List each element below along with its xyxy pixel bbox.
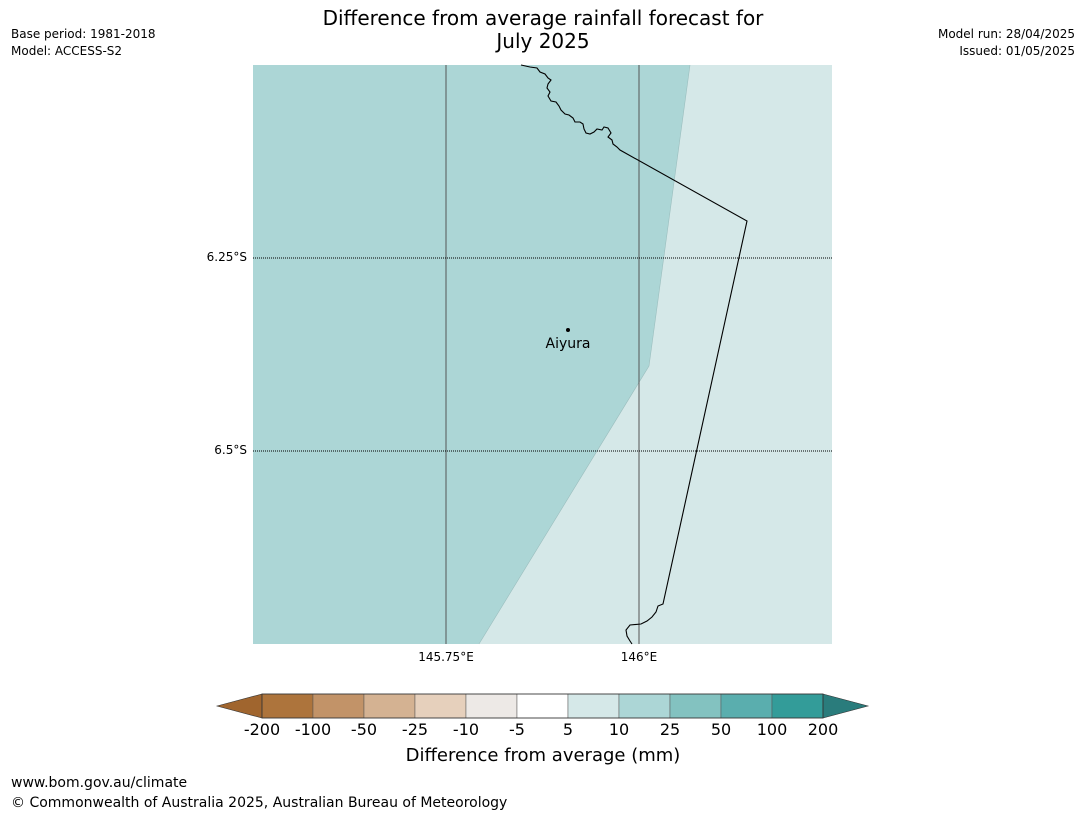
colorbar-frame xyxy=(261,693,824,719)
colorbar-tick-label: -10 xyxy=(452,720,480,739)
colorbar-bin xyxy=(669,693,722,719)
issued-text: Issued: 01/05/2025 xyxy=(959,44,1075,58)
header-right-meta: Model run: 28/04/2025 Issued: 01/05/2025 xyxy=(938,26,1075,60)
colorbar xyxy=(215,693,870,719)
colorbar-bin xyxy=(414,693,467,719)
footer-website: www.bom.gov.au/climate xyxy=(11,775,188,791)
colorbar-bin xyxy=(465,693,518,719)
colorbar-tick-label: 50 xyxy=(710,720,732,739)
colorbar-bin xyxy=(618,693,671,719)
region-10-to-25 xyxy=(253,65,690,644)
colorbar-tick-label: 25 xyxy=(659,720,681,739)
colorbar-tick-label: 100 xyxy=(756,720,788,739)
lat-label-6-5: 6.5°S xyxy=(214,443,247,457)
colorbar-tick-label: -50 xyxy=(350,720,378,739)
colorbar-tick-label: -100 xyxy=(294,720,332,739)
region-boundary-line xyxy=(478,64,691,645)
colorbar-bin xyxy=(261,693,314,719)
title-line-1: Difference from average rainfall forecas… xyxy=(322,6,764,30)
colorbar-extend-low xyxy=(215,693,263,719)
colorbar-tick-label: -25 xyxy=(401,720,429,739)
colorbar-tick-label: -5 xyxy=(509,720,525,739)
colorbar-extend-high xyxy=(822,693,870,719)
coastline xyxy=(520,64,748,645)
colorbar-bin xyxy=(771,693,824,719)
header-left-meta: Base period: 1981-2018 Model: ACCESS-S2 xyxy=(11,26,156,60)
colorbar-tick-label: 200 xyxy=(807,720,839,739)
aiyura-marker xyxy=(566,328,570,332)
colorbar-bin xyxy=(363,693,416,719)
colorbar-bin xyxy=(516,693,569,719)
colorbar-tick-label: 10 xyxy=(608,720,630,739)
colorbar-bin xyxy=(567,693,620,719)
place-label-aiyura: Aiyura xyxy=(545,336,591,352)
colorbar-bin xyxy=(720,693,773,719)
model-run-text: Model run: 28/04/2025 xyxy=(937,27,1075,41)
base-period-text: Base period: 1981-2018 xyxy=(11,27,156,41)
colorbar-tick-label: -200 xyxy=(243,720,281,739)
title-line-2: July 2025 xyxy=(496,29,590,53)
lat-label-6-25: 6.25°S xyxy=(206,250,247,264)
colorbar-title: Difference from average (mm) xyxy=(405,745,681,766)
model-text: Model: ACCESS-S2 xyxy=(11,44,123,58)
map-title: Difference from average rainfall forecas… xyxy=(243,7,843,53)
lon-label-145-75: 145.75°E xyxy=(418,650,474,664)
lon-label-146: 146°E xyxy=(620,650,658,664)
colorbar-tick-label: 5 xyxy=(562,720,574,739)
colorbar-bin xyxy=(312,693,365,719)
footer-copyright: © Commonwealth of Australia 2025, Austra… xyxy=(11,795,508,811)
